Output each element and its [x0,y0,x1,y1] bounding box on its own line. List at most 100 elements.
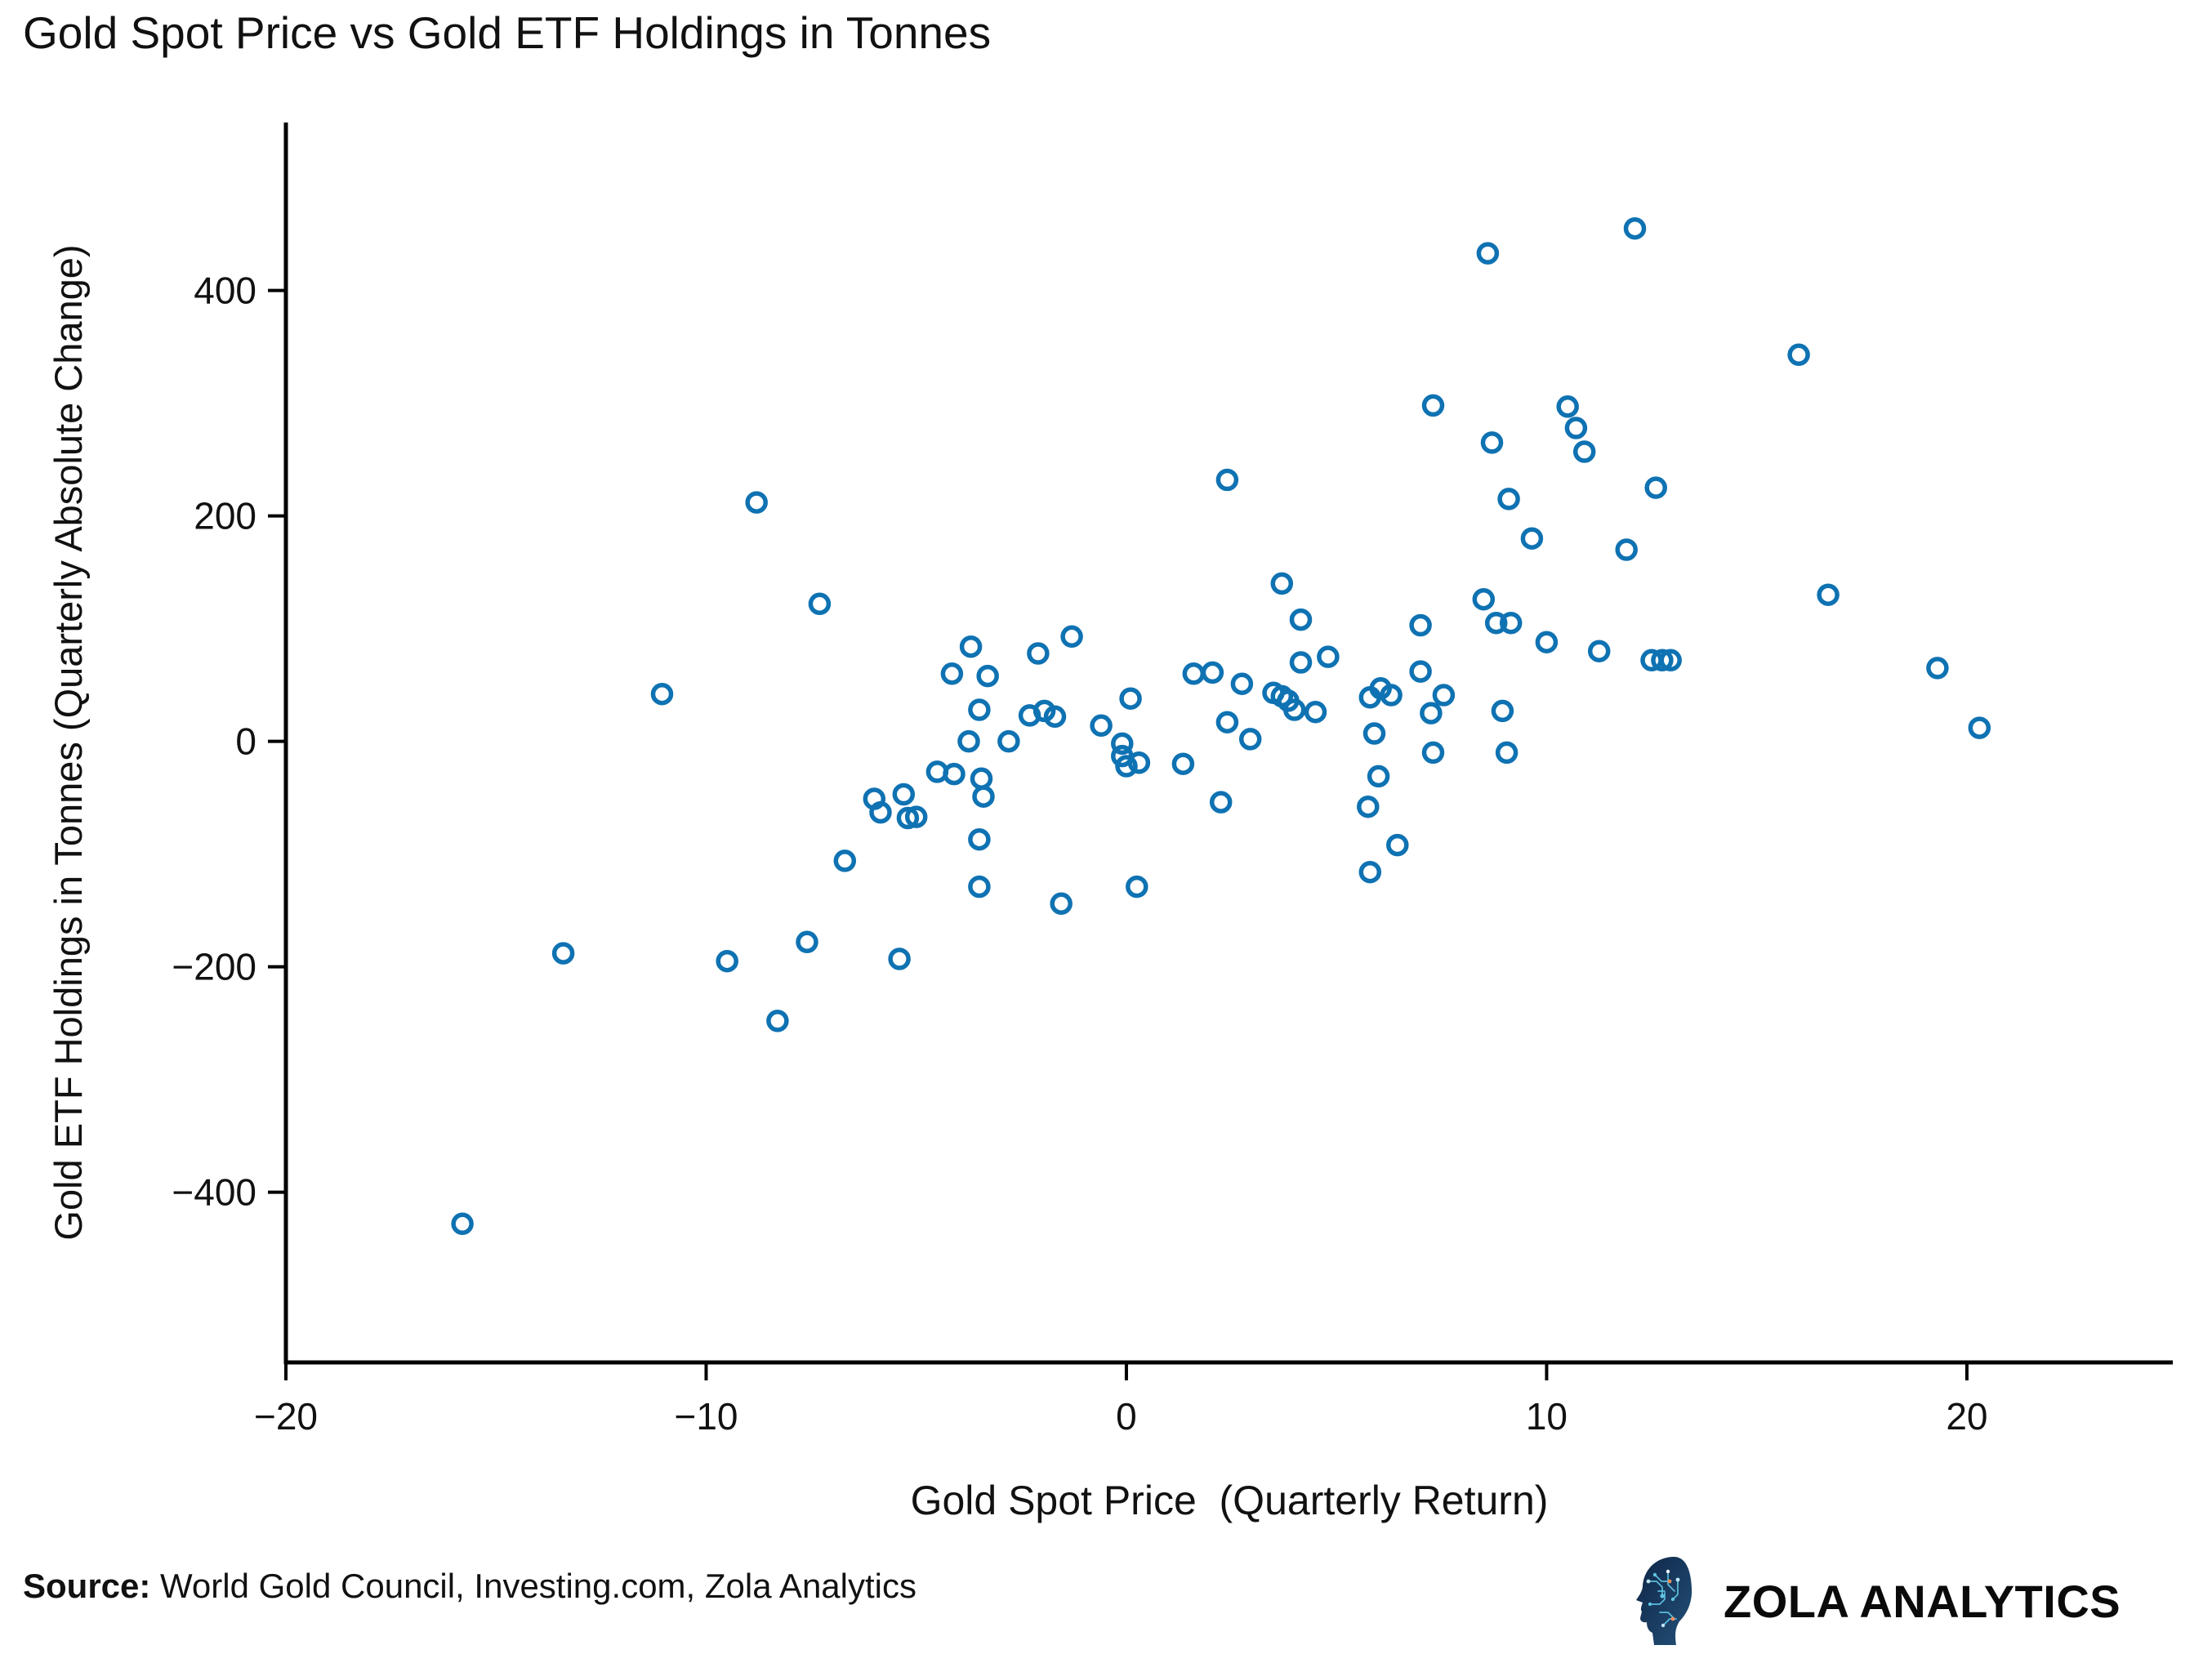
data-point [1421,394,1445,417]
data-point [1119,687,1142,710]
data-point [943,762,966,786]
circuit-node [1666,1569,1670,1574]
data-point [796,930,818,954]
circuit-node [1670,1597,1675,1602]
data-point [1497,488,1520,510]
data-point [1362,722,1386,745]
data-point [745,491,768,514]
data-point [833,849,857,872]
data-point [716,949,738,973]
data-point [1126,875,1148,898]
source-note: Source: World Gold Council, Investing.co… [23,1567,916,1606]
data-point [1289,651,1313,674]
data-point [997,729,1020,753]
data-point [1111,732,1134,756]
data-point [1644,476,1667,499]
circuit-trace [1672,1579,1679,1600]
data-point [1090,714,1113,738]
circuit-trace [1654,1574,1670,1582]
data-point [1817,583,1840,606]
circuit-node [1661,1623,1666,1628]
y-axis-label: Gold ETF Holdings in Tonnes (Quarterly A… [47,244,90,1240]
data-point [1182,662,1206,685]
data-point [1491,699,1514,723]
data-point [1050,892,1073,916]
data-point [1115,755,1138,778]
data-point [1171,752,1195,775]
data-point [650,682,674,706]
data-point [1201,661,1224,684]
data-point [888,947,911,970]
data-point [1651,649,1674,672]
data-point [1587,640,1611,662]
circuit-node [1670,1616,1675,1621]
data-point [1380,684,1403,707]
data-point [451,1212,474,1236]
data-point [1572,440,1596,463]
data-point [1304,700,1327,724]
data-point [1238,728,1262,751]
y-tick-label: 400 [194,270,256,312]
data-point [1615,538,1638,561]
data-point [1659,649,1682,672]
data-point [1282,698,1306,721]
data-point [1926,657,1949,680]
data-point [1027,642,1050,665]
data-point [1060,625,1083,649]
data-point [1476,242,1500,265]
data-point [1499,611,1523,635]
data-point [1409,660,1432,683]
data-point [1420,702,1443,724]
data-point [1367,765,1390,788]
y-tick-label: 0 [235,720,256,763]
data-point [1432,684,1456,707]
circuit-node [1648,1602,1652,1607]
circuit-node [1646,1579,1651,1584]
data-point [1968,716,1991,739]
data-point [940,662,964,685]
circuit-trace [1649,1592,1666,1605]
data-point [968,827,991,851]
data-point [766,1010,789,1032]
data-point [1472,587,1496,611]
data-point [892,782,916,806]
data-point [957,729,980,753]
data-point [1215,468,1239,492]
circuit-trace [1659,1612,1674,1618]
x-tick-label: 10 [1526,1395,1568,1438]
data-point [1409,613,1432,637]
circuit-node [1667,1579,1672,1584]
source-text: World Gold Council, Investing.com, Zola … [150,1567,916,1605]
data-point [1357,795,1380,818]
data-point [968,875,991,898]
data-point [808,592,832,616]
data-point [976,664,999,688]
data-point [1787,343,1810,367]
data-point [968,698,991,721]
data-point [1495,741,1519,765]
data-point [1564,417,1588,439]
x-axis-label: Gold Spot Price (Quarterly Return) [911,1478,1549,1523]
brand-name: ZOLA ANALYTICS [1724,1575,2121,1627]
data-point [1520,527,1544,550]
data-point [1317,645,1340,668]
data-point [1421,741,1445,765]
data-point [551,942,575,965]
data-point [1043,705,1067,729]
data-point [1358,860,1382,884]
data-point [1127,751,1151,774]
data-point [1209,791,1233,814]
data-point [869,800,892,824]
data-point [959,635,983,658]
y-tick-label: 200 [194,495,256,537]
data-point [904,805,928,828]
data-point [1270,572,1294,595]
data-point [970,767,993,790]
data-point [1289,608,1313,631]
circuit-node [1675,1577,1680,1582]
data-point [1215,711,1239,733]
y-tick-label: −400 [172,1171,256,1214]
circuit-head-logo-icon [1636,1556,1692,1645]
